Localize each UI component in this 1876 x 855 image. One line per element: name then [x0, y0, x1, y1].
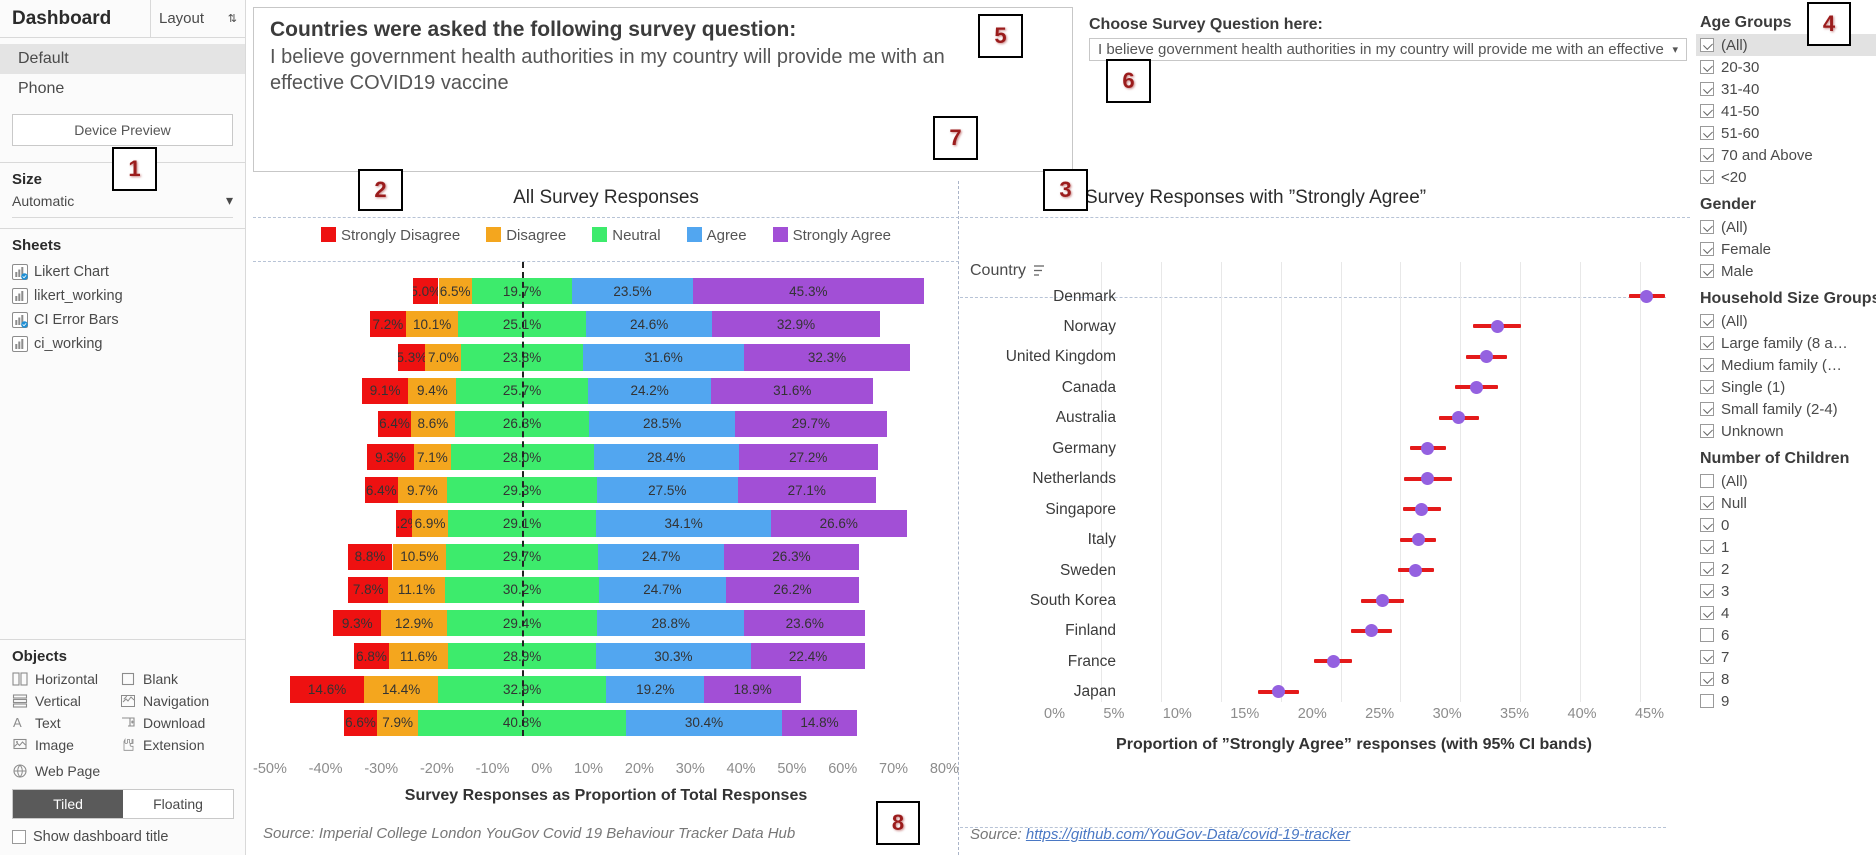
svg-text:A: A: [13, 715, 22, 730]
